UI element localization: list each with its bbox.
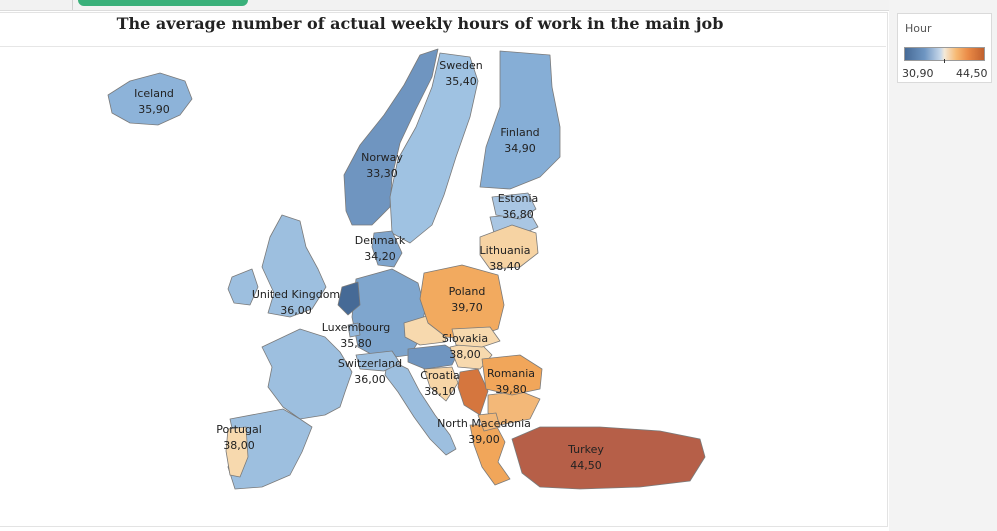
active-tab-indicator[interactable]	[78, 0, 248, 6]
legend-max-label: 44,50	[956, 67, 988, 80]
country-slovakia[interactable]	[451, 326, 501, 348]
label-slovakia-name: Slovakia	[442, 332, 488, 345]
country-norway[interactable]	[343, 48, 439, 226]
country-lithuania[interactable]	[479, 224, 539, 270]
base-land	[227, 212, 541, 490]
europe-map: Iceland 35,90 Sweden 35,40 Finland 34,90…	[107, 48, 706, 490]
label-united-kingdom-value: 36,00	[280, 304, 312, 317]
label-poland-value: 39,70	[451, 301, 483, 314]
label-romania-name: Romania	[487, 367, 535, 380]
label-sweden-value: 35,40	[445, 75, 477, 88]
land-greece[interactable]	[469, 424, 511, 486]
label-north-macedonia-value: 39,00	[468, 433, 500, 446]
label-luxembourg-value: 35,80	[340, 337, 372, 350]
label-lithuania-name: Lithuania	[480, 244, 531, 257]
country-sweden[interactable]	[389, 52, 479, 244]
land-france[interactable]	[261, 328, 353, 420]
label-sweden-name: Sweden	[439, 59, 482, 72]
land-ireland[interactable]	[227, 268, 259, 306]
label-finland-value: 34,90	[504, 142, 536, 155]
land-netherlands[interactable]	[337, 281, 361, 316]
map-title: The average number of actual weekly hour…	[116, 14, 724, 33]
label-iceland-name: Iceland	[134, 87, 174, 100]
country-denmark[interactable]	[371, 230, 403, 268]
country-united-kingdom[interactable]	[261, 214, 327, 318]
label-united-kingdom-name: United Kingdom	[252, 288, 340, 301]
country-romania[interactable]	[481, 354, 543, 396]
label-turkey-name: Turkey	[567, 443, 604, 456]
legend-min-label: 30,90	[902, 67, 934, 80]
label-finland-name: Finland	[500, 126, 539, 139]
country-finland[interactable]	[479, 50, 561, 190]
label-norway-name: Norway	[361, 151, 403, 164]
country-croatia[interactable]	[423, 366, 459, 402]
label-switzerland-value: 36,00	[354, 373, 386, 386]
color-legend[interactable]: Hour 30,90 44,50	[897, 13, 992, 83]
legend-midpoint-tick	[944, 59, 945, 63]
top-toolbar	[0, 0, 997, 11]
label-portugal-value: 38,00	[223, 439, 255, 452]
label-croatia-name: Croatia	[420, 369, 460, 382]
toolbar-separator	[72, 0, 73, 10]
legend-title: Hour	[905, 22, 932, 35]
country-labels: Iceland 35,90 Sweden 35,40 Finland 34,90…	[134, 59, 604, 472]
label-slovakia-value: 38,00	[449, 348, 481, 361]
label-luxembourg-name: Luxembourg	[322, 321, 391, 334]
label-turkey-value: 44,50	[570, 459, 602, 472]
label-portugal-name: Portugal	[216, 423, 262, 436]
country-estonia[interactable]	[491, 192, 537, 220]
label-estonia-value: 36,80	[502, 208, 534, 221]
country-switzerland[interactable]	[355, 350, 401, 372]
label-iceland-value: 35,90	[138, 103, 170, 116]
label-romania-value: 39,80	[495, 383, 527, 396]
country-luxembourg[interactable]	[347, 322, 361, 338]
label-denmark-value: 34,20	[364, 250, 396, 263]
label-north-macedonia-name: North Macedonia	[437, 417, 531, 430]
land-austria[interactable]	[407, 344, 459, 370]
side-pane	[889, 0, 997, 531]
label-lithuania-value: 38,40	[489, 260, 521, 273]
label-denmark-name: Denmark	[355, 234, 406, 247]
land-italy[interactable]	[384, 358, 457, 456]
country-turkey[interactable]	[511, 426, 706, 490]
land-serbia[interactable]	[457, 368, 489, 416]
country-iceland[interactable]	[107, 72, 193, 126]
title-divider	[0, 46, 886, 47]
country-north-macedonia[interactable]	[477, 412, 501, 432]
label-estonia-name: Estonia	[498, 192, 539, 205]
country-portugal[interactable]	[225, 426, 249, 478]
label-switzerland-name: Switzerland	[338, 357, 402, 370]
label-croatia-value: 38,10	[424, 385, 456, 398]
label-poland-name: Poland	[449, 285, 486, 298]
label-norway-value: 33,30	[366, 167, 398, 180]
